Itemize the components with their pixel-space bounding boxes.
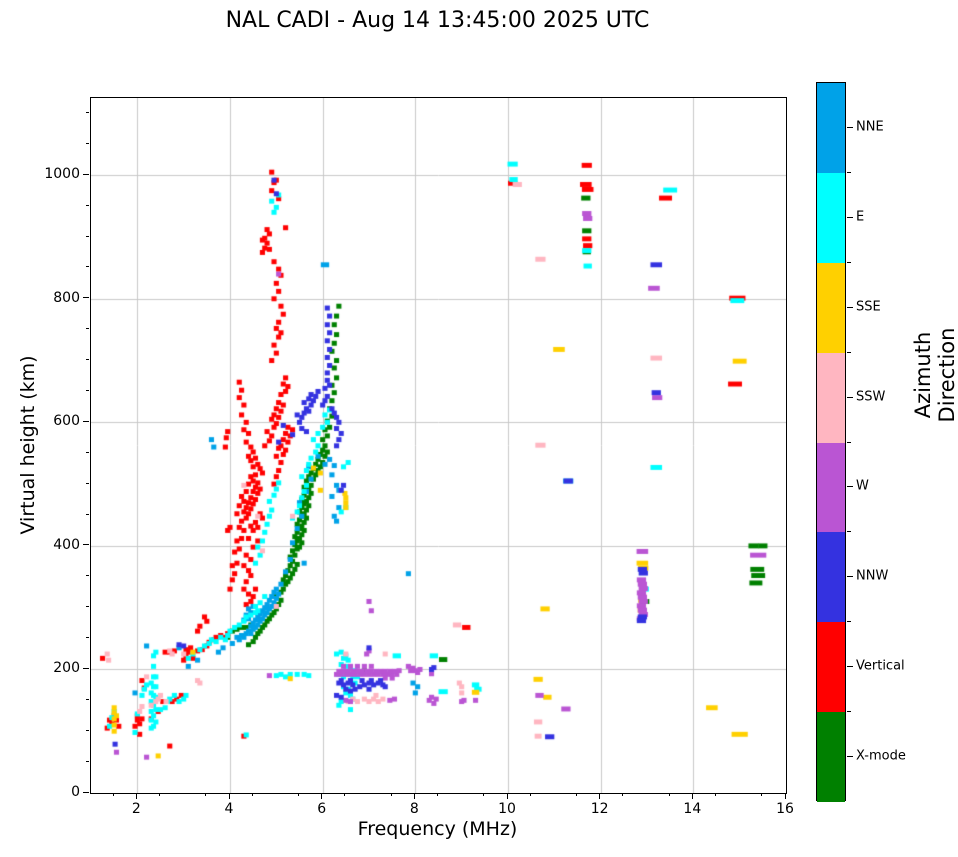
colorbar-label-sse: SSE bbox=[856, 299, 881, 315]
colorbar-segment-e bbox=[817, 172, 845, 263]
colorbar-tick bbox=[847, 756, 853, 758]
y-tick-label: 1000 bbox=[44, 166, 80, 183]
x-minor-tick bbox=[622, 793, 624, 796]
colorbar-label-vertical: Vertical bbox=[856, 658, 905, 674]
colorbar-segment-vertical bbox=[817, 622, 845, 713]
colorbar-segment-nnw bbox=[817, 532, 845, 623]
x-major-tick bbox=[506, 793, 508, 799]
chart-title: NAL CADI - Aug 14 13:45:00 2025 UTC bbox=[225, 8, 650, 33]
colorbar-label-ssw: SSW bbox=[856, 389, 886, 405]
colorbar-label-x-mode: X-mode bbox=[856, 748, 906, 764]
colorbar-boundary-tick bbox=[847, 531, 851, 533]
colorbar-boundary-tick bbox=[847, 441, 851, 443]
y-minor-tick bbox=[86, 451, 89, 453]
x-minor-tick bbox=[761, 793, 763, 796]
x-minor-tick bbox=[576, 793, 577, 796]
y-minor-tick bbox=[86, 204, 89, 206]
y-axis-label: Virtual height (km) bbox=[17, 355, 39, 535]
y-minor-tick bbox=[86, 760, 89, 762]
x-major-tick bbox=[413, 793, 415, 799]
x-major-tick bbox=[135, 793, 137, 799]
x-tick-label: 16 bbox=[776, 801, 794, 817]
y-minor-tick bbox=[86, 729, 89, 731]
colorbar-boundary-tick bbox=[847, 621, 851, 623]
colorbar-segment-ssw bbox=[817, 352, 845, 443]
x-tick-label: 10 bbox=[498, 801, 516, 817]
x-major-tick bbox=[228, 793, 230, 799]
colorbar-tick bbox=[847, 126, 853, 128]
colorbar-tick bbox=[847, 666, 853, 668]
colorbar-boundary-tick bbox=[847, 171, 851, 173]
plot-area bbox=[90, 97, 787, 794]
y-minor-tick bbox=[86, 482, 89, 484]
y-minor-tick bbox=[86, 235, 89, 237]
y-minor-tick bbox=[86, 142, 89, 144]
y-minor-tick bbox=[86, 575, 89, 577]
y-minor-tick bbox=[86, 359, 89, 361]
x-major-tick bbox=[691, 793, 693, 799]
colorbar-tick bbox=[847, 216, 853, 218]
colorbar-label-w: W bbox=[856, 478, 869, 494]
y-tick-label: 600 bbox=[53, 413, 80, 430]
colorbar-boundary-tick bbox=[847, 711, 851, 713]
x-tick-label: 4 bbox=[224, 801, 234, 817]
y-minor-tick bbox=[86, 606, 89, 608]
colorbar-label-nne: NNE bbox=[856, 119, 884, 135]
x-major-tick bbox=[321, 793, 323, 799]
y-tick-label: 400 bbox=[53, 536, 80, 553]
y-major-tick bbox=[83, 420, 89, 422]
y-major-tick bbox=[83, 173, 89, 175]
x-tick-label: 6 bbox=[317, 801, 327, 817]
x-axis-label: Frequency (MHz) bbox=[357, 818, 518, 840]
y-tick-label: 800 bbox=[53, 289, 80, 306]
colorbar-label-nnw: NNW bbox=[856, 568, 889, 584]
x-minor-tick bbox=[112, 793, 114, 796]
x-minor-tick bbox=[715, 793, 716, 796]
x-minor-tick bbox=[529, 793, 531, 796]
colorbar-segment-nne bbox=[817, 83, 845, 173]
colorbar-boundary-tick bbox=[847, 261, 851, 263]
y-major-tick bbox=[83, 297, 89, 299]
y-minor-tick bbox=[86, 328, 89, 330]
x-minor-tick bbox=[159, 793, 160, 796]
y-minor-tick bbox=[86, 266, 89, 268]
colorbar-segment-sse bbox=[817, 262, 845, 353]
x-major-tick bbox=[784, 793, 786, 799]
x-minor-tick bbox=[344, 793, 346, 796]
y-tick-label: 200 bbox=[53, 660, 80, 677]
colorbar-axis-label: Azimuth Direction bbox=[911, 327, 958, 423]
colorbar-tick bbox=[847, 306, 853, 308]
ionogram-scatter-canvas bbox=[91, 98, 786, 793]
x-minor-tick bbox=[668, 793, 670, 796]
colorbar-segment-w bbox=[817, 442, 845, 533]
azimuth-colorbar bbox=[816, 82, 846, 802]
x-minor-tick bbox=[251, 793, 253, 796]
x-minor-tick bbox=[390, 793, 392, 796]
y-minor-tick bbox=[86, 637, 89, 639]
x-minor-tick bbox=[483, 793, 485, 796]
x-minor-tick bbox=[298, 793, 299, 796]
y-major-tick bbox=[83, 544, 89, 546]
colorbar-tick bbox=[847, 576, 853, 578]
x-tick-label: 8 bbox=[409, 801, 419, 817]
x-minor-tick bbox=[205, 793, 207, 796]
y-minor-tick bbox=[86, 389, 89, 391]
x-major-tick bbox=[599, 793, 601, 799]
y-minor-tick bbox=[86, 111, 89, 113]
x-minor-tick bbox=[437, 793, 438, 796]
y-minor-tick bbox=[86, 513, 89, 515]
y-minor-tick bbox=[86, 698, 89, 700]
y-major-tick bbox=[83, 791, 89, 793]
colorbar-tick bbox=[847, 396, 853, 398]
x-tick-label: 12 bbox=[590, 801, 609, 817]
colorbar-segment-x-mode bbox=[817, 712, 845, 802]
colorbar-tick bbox=[847, 486, 853, 488]
colorbar-boundary-tick bbox=[847, 351, 851, 353]
y-major-tick bbox=[83, 667, 89, 669]
colorbar-label-e: E bbox=[856, 209, 865, 225]
y-tick-label: 0 bbox=[71, 784, 80, 800]
x-tick-label: 14 bbox=[683, 801, 702, 817]
x-tick-label: 2 bbox=[131, 801, 141, 817]
